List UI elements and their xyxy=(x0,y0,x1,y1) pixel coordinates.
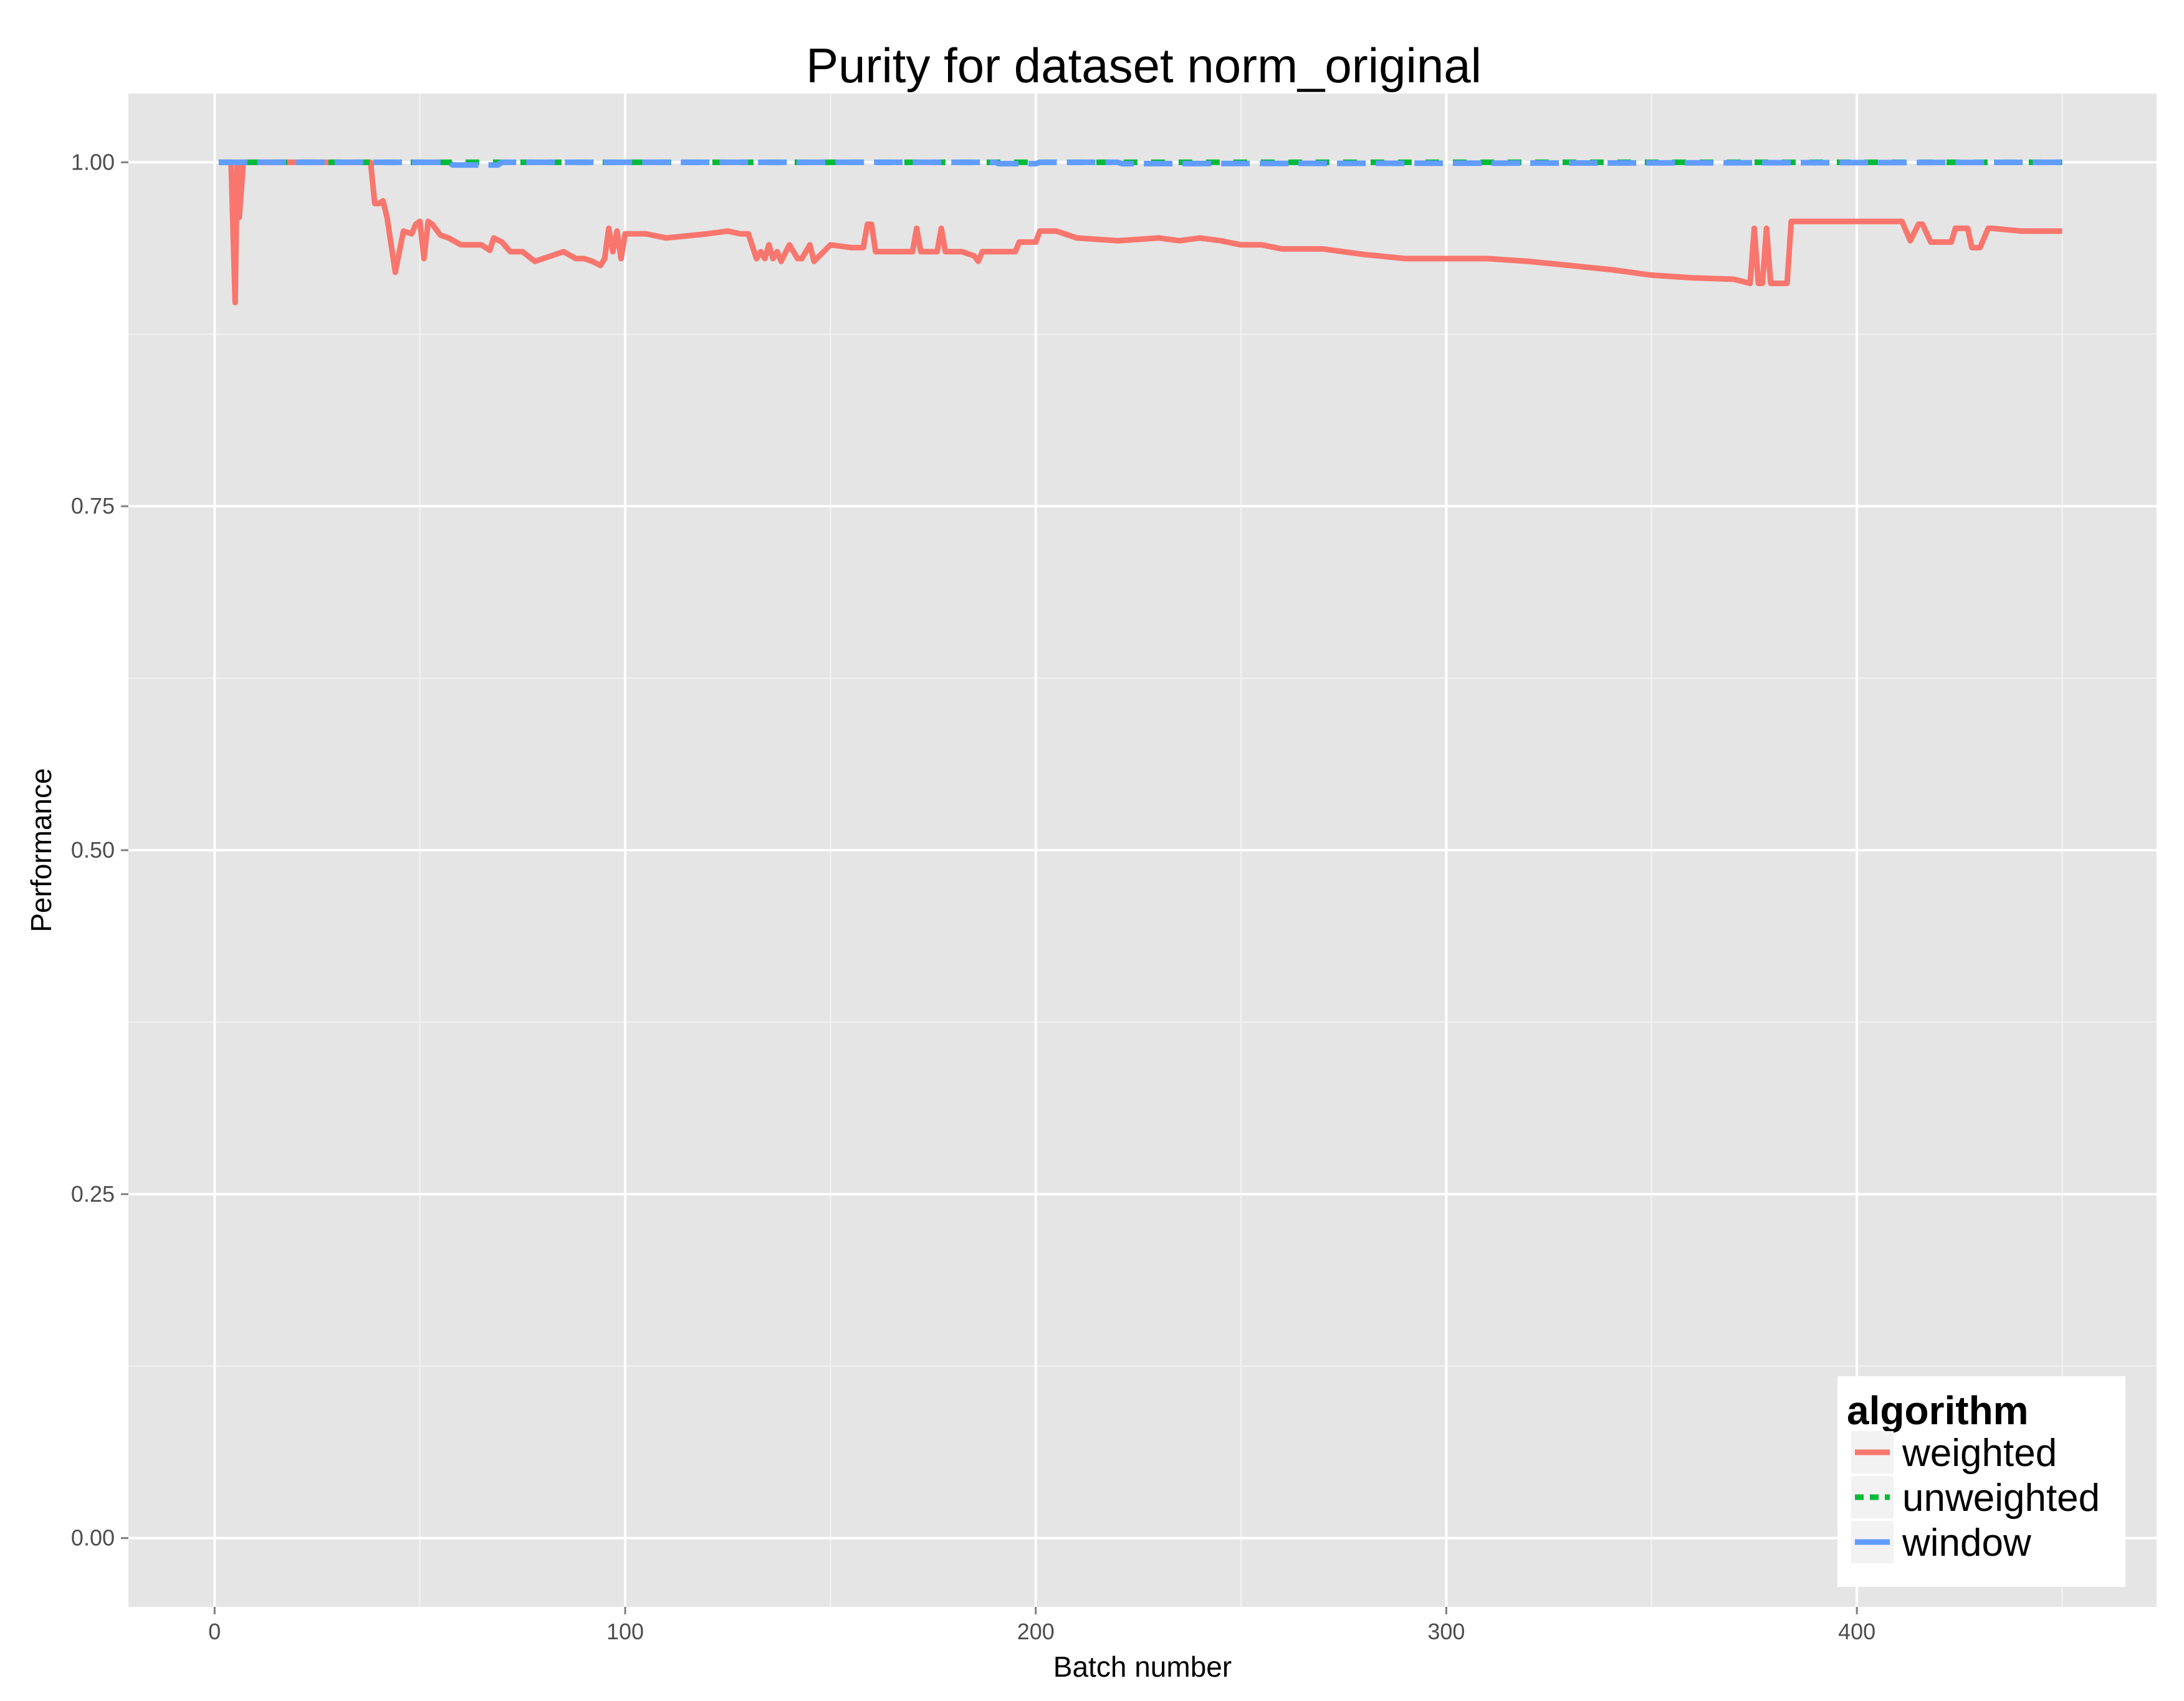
series-layer xyxy=(218,159,2062,305)
series-line-weighted xyxy=(218,159,2062,305)
chart-title: Purity for dataset norm_original xyxy=(806,38,1482,93)
x-tick-label: 100 xyxy=(606,1619,644,1644)
legend-label-unweighted: unweighted xyxy=(1902,1477,2100,1520)
y-tick-label: 0.25 xyxy=(71,1181,115,1207)
y-tick-label: 0.50 xyxy=(71,837,115,863)
series-line-window xyxy=(218,159,2062,168)
x-tick-label: 0 xyxy=(208,1619,221,1644)
x-tick-label: 200 xyxy=(1017,1619,1055,1644)
y-axis: 0.00 0.25 0.50 0.75 1.00 xyxy=(71,149,128,1551)
legend-label-window: window xyxy=(1902,1521,2031,1564)
y-tick-label: 0.00 xyxy=(71,1525,115,1551)
major-gridlines xyxy=(128,93,2157,1607)
y-tick-label: 1.00 xyxy=(71,149,115,175)
legend-title: algorithm xyxy=(1847,1388,2029,1433)
legend-label-weighted: weighted xyxy=(1902,1432,2057,1475)
y-tick-label: 0.75 xyxy=(71,493,115,519)
x-axis: 0 100 200 300 400 xyxy=(208,1607,1875,1644)
x-tick-label: 400 xyxy=(1838,1619,1875,1644)
y-axis-title: Performance xyxy=(25,768,57,932)
x-tick-label: 300 xyxy=(1427,1619,1465,1644)
x-axis-title: Batch number xyxy=(1053,1651,1232,1683)
